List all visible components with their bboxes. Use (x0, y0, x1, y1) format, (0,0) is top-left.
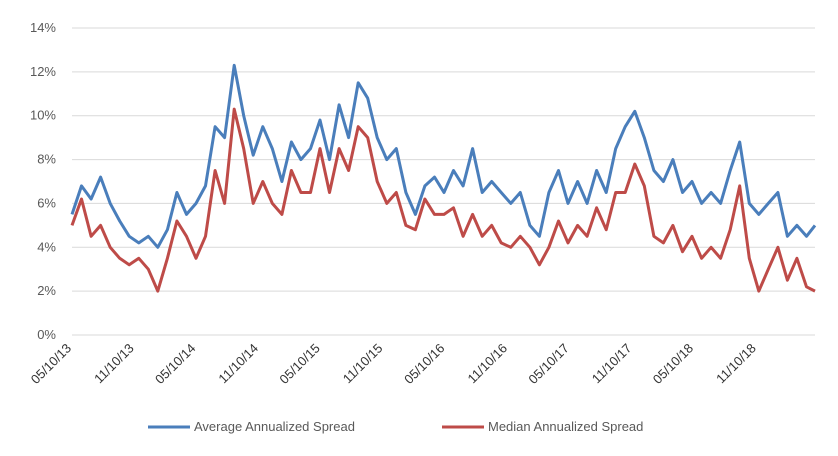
x-tick-label: 11/10/16 (464, 341, 510, 387)
y-tick-label: 8% (37, 152, 56, 167)
gridlines (72, 27, 815, 336)
legend-label-median: Median Annualized Spread (488, 419, 643, 434)
x-tick-label: 05/10/16 (401, 341, 447, 387)
x-tick-label: 11/10/14 (215, 341, 261, 387)
x-tick-label: 11/10/15 (340, 341, 386, 387)
x-tick-label: 05/10/18 (650, 341, 696, 387)
x-tick-label: 05/10/15 (276, 341, 322, 387)
y-tick-label: 14% (30, 20, 56, 35)
x-tick-label: 05/10/14 (152, 341, 198, 387)
x-tick-label: 11/10/18 (713, 341, 759, 387)
legend: Average Annualized Spread Median Annuali… (148, 419, 643, 434)
y-tick-label: 0% (37, 327, 56, 342)
y-tick-label: 2% (37, 283, 56, 298)
x-tick-label: 05/10/13 (28, 341, 74, 387)
series-line-average (70, 63, 817, 249)
x-tick-label: 11/10/17 (589, 341, 635, 387)
x-tick-label: 05/10/17 (525, 341, 571, 387)
y-axis-ticks: 0% 2% 4% 6% 8% 10% 12% 14% (30, 20, 56, 342)
series-line-median (70, 107, 816, 293)
legend-label-average: Average Annualized Spread (194, 419, 355, 434)
y-tick-label: 6% (37, 195, 56, 210)
y-tick-label: 10% (30, 108, 56, 123)
x-tick-label: 11/10/13 (91, 341, 137, 387)
y-tick-label: 12% (30, 64, 56, 79)
x-axis-ticks: 05/10/13 11/10/13 05/10/14 11/10/14 05/10/15… (28, 341, 759, 387)
series-lines (70, 63, 817, 293)
y-tick-label: 4% (37, 239, 56, 254)
